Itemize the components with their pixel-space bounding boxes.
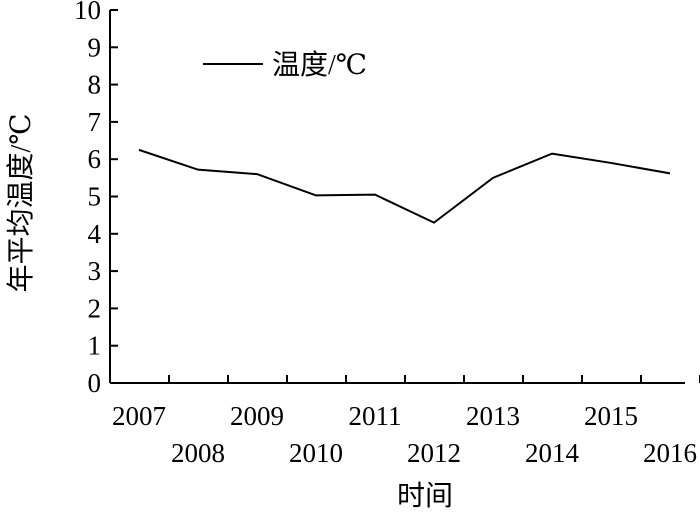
x-tick-label: 2015 [584, 401, 638, 431]
x-tick-label: 2012 [407, 438, 461, 468]
x-axis-title: 时间 [397, 480, 453, 512]
x-tick-label: 2009 [230, 401, 284, 431]
y-tick-label: 2 [88, 293, 102, 323]
x-tick-label: 2010 [289, 438, 343, 468]
legend-label: 温度/℃ [272, 49, 367, 81]
y-tick-label: 6 [88, 144, 102, 174]
axes [109, 10, 685, 384]
y-tick-label: 5 [88, 182, 102, 212]
y-tick-label: 10 [74, 0, 101, 25]
legend: 温度/℃ [203, 49, 367, 81]
series-line [138, 148, 671, 224]
x-tick-label: 2014 [525, 438, 580, 468]
y-ticks: 0 1 2 3 4 5 6 7 8 9 10 [74, 0, 118, 398]
x-tick-label: 2013 [466, 401, 520, 431]
y-tick-label: 7 [88, 107, 102, 137]
y-axis-title: 年平均温度/℃ [5, 113, 37, 292]
x-tick-label: 2011 [349, 401, 402, 431]
y-tick-label: 1 [88, 331, 102, 361]
x-tick-label: 2008 [171, 438, 225, 468]
x-tick-label: 2016 [643, 438, 697, 468]
y-tick-label: 3 [88, 256, 102, 286]
y-tick-label: 0 [88, 368, 102, 398]
x-tick-label: 2007 [112, 401, 166, 431]
y-tick-label: 8 [88, 70, 102, 100]
y-tick-label: 9 [88, 32, 102, 62]
y-tick-label: 4 [88, 219, 102, 249]
series-lines [138, 148, 671, 224]
